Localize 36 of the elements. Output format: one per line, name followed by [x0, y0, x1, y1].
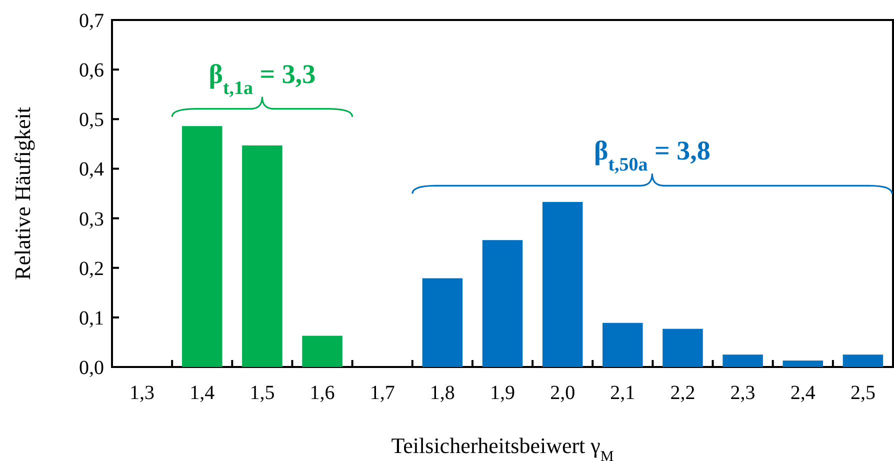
bar [542, 202, 583, 367]
bar [662, 328, 703, 367]
bar [242, 145, 282, 367]
bar [302, 336, 342, 367]
x-axis-title: Teilsicherheitsbeiwert γ$_{M}$ [391, 433, 614, 461]
y-tick-label: 0,5 [79, 109, 104, 132]
bar [422, 278, 463, 367]
bar [782, 360, 824, 367]
x-tick-label: 2,3 [730, 382, 756, 404]
y-tick-label: 0,6 [79, 60, 104, 82]
bar [602, 322, 643, 367]
bar [842, 354, 884, 367]
annotation: β$_{t,1a}$ = 3,3 [208, 58, 316, 98]
bar [722, 354, 763, 367]
x-tick-label: 2,1 [610, 382, 636, 404]
y-tick-label: 0,0 [79, 357, 104, 379]
x-tick-label: 1,5 [250, 382, 275, 404]
bar [482, 240, 523, 367]
x-tick-label: 1,8 [430, 382, 455, 404]
x-tick-label: 1,9 [490, 382, 515, 404]
x-tick-label: 1,7 [370, 382, 395, 404]
y-tick-label: 0,1 [79, 307, 104, 330]
x-tick-label: 1,6 [310, 382, 335, 404]
x-tick-label: 2,0 [550, 382, 576, 404]
x-tick-label: 2,4 [790, 382, 816, 404]
x-tick-label: 1,3 [130, 382, 155, 404]
y-tick-label: 0,4 [79, 158, 104, 181]
bar [182, 126, 222, 367]
y-axis-title: Relative Häufigkeit [10, 107, 35, 280]
y-tick-label: 0,7 [79, 10, 104, 32]
x-tick-label: 1,4 [190, 382, 215, 404]
y-tick-label: 0,2 [79, 258, 104, 280]
x-tick-label: 2,5 [850, 382, 876, 404]
y-tick-label: 0,3 [79, 208, 104, 230]
x-tick-label: 2,2 [670, 382, 696, 404]
annotation: β$_{t,50a}$ = 3,8 [594, 136, 710, 176]
